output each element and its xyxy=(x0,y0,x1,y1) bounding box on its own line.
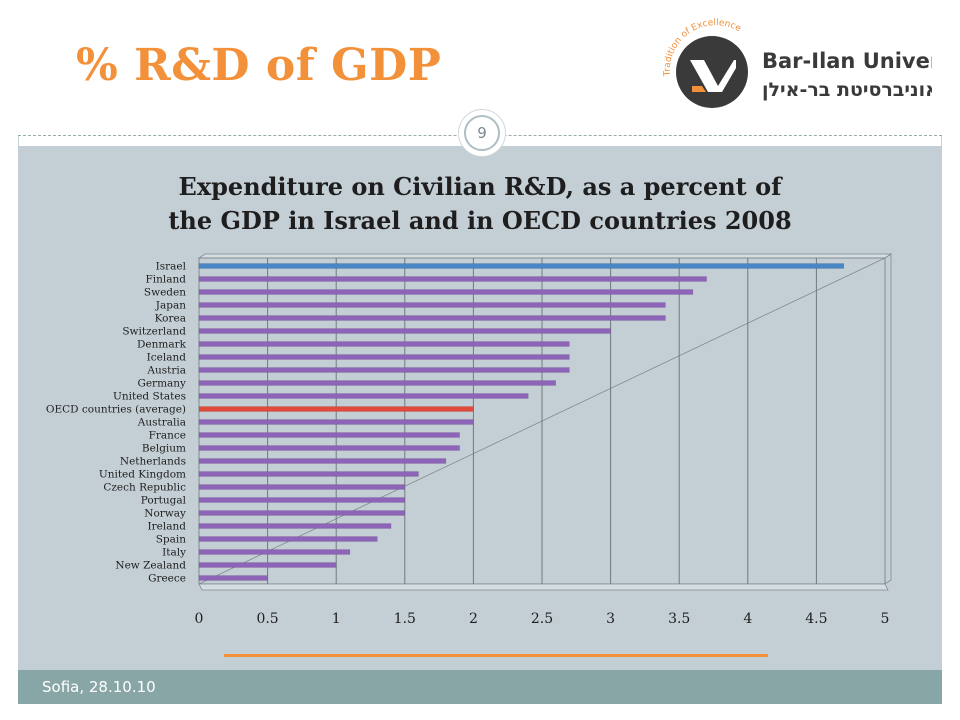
bar xyxy=(198,536,378,542)
slide-footer: Sofia, 28.10.10 xyxy=(18,670,942,704)
x-tick-label: 0 xyxy=(195,611,204,627)
category-label: Czech Republic xyxy=(103,482,186,494)
x-tick-label: 2.5 xyxy=(531,611,553,627)
category-label: Denmark xyxy=(137,339,187,351)
plot-floor xyxy=(198,583,889,591)
category-label: Spain xyxy=(156,534,187,546)
category-label: Sweden xyxy=(144,287,186,299)
category-label: OECD countries (average) xyxy=(46,404,186,416)
bar xyxy=(198,289,694,295)
chart-title-line-2: the GDP in Israel and in OECD countries … xyxy=(168,206,792,235)
bar xyxy=(198,549,351,555)
bar xyxy=(198,315,666,321)
category-label: Portugal xyxy=(141,495,187,507)
x-tick-label: 4.5 xyxy=(805,611,827,627)
x-tick-label: 5 xyxy=(881,611,890,627)
category-label: Italy xyxy=(162,547,186,559)
category-label: Australia xyxy=(137,417,186,429)
category-label: Greece xyxy=(148,573,186,585)
bar xyxy=(198,497,406,503)
category-label: Norway xyxy=(144,508,186,520)
bar xyxy=(198,510,406,516)
bar xyxy=(198,393,529,399)
logo-name-hebrew: אוניברסיטת בר-אילן xyxy=(762,79,932,101)
bar xyxy=(198,367,570,373)
category-label: Ireland xyxy=(148,521,187,533)
x-tick-label: 2 xyxy=(469,611,478,627)
x-tick-label: 1 xyxy=(332,611,341,627)
bar xyxy=(198,341,570,347)
category-label: United Kingdom xyxy=(99,469,186,481)
footer-text: Sofia, 28.10.10 xyxy=(42,678,156,696)
bar xyxy=(198,354,570,360)
category-label: Israel xyxy=(156,261,187,273)
bar xyxy=(198,432,460,438)
bar xyxy=(198,471,419,477)
bar xyxy=(198,276,707,282)
bar xyxy=(198,575,268,581)
bar xyxy=(198,263,845,269)
category-label: Korea xyxy=(155,313,186,325)
x-tick-label: 4 xyxy=(743,611,752,627)
bar-ilan-logo: Tradition of Excellence Bar-Ilan Univers… xyxy=(663,18,932,108)
category-label: Austria xyxy=(146,365,186,377)
chart-panel xyxy=(18,146,942,670)
category-label: Belgium xyxy=(142,443,186,455)
category-label: France xyxy=(149,430,186,442)
bar xyxy=(198,302,666,308)
bar xyxy=(198,406,474,412)
category-label: Netherlands xyxy=(120,456,186,468)
category-label: United States xyxy=(113,391,186,403)
bar xyxy=(198,328,611,334)
x-tick-label: 3.5 xyxy=(668,611,690,627)
bar xyxy=(198,419,474,425)
bar xyxy=(198,458,447,464)
page-number-badge: 9 xyxy=(458,109,506,157)
bar xyxy=(198,484,406,490)
accent-underline xyxy=(224,654,768,657)
x-tick-label: 3 xyxy=(606,611,615,627)
chart-title-line-1: Expenditure on Civilian R&D, as a percen… xyxy=(178,172,782,201)
bar xyxy=(198,445,460,451)
category-label: Japan xyxy=(155,300,186,312)
slide-title: % R&D of GDP xyxy=(76,40,442,91)
page-number: 9 xyxy=(464,115,500,151)
category-label: Germany xyxy=(137,378,186,390)
bar xyxy=(198,562,337,568)
plot-top-edge xyxy=(197,253,893,259)
logo-name: Bar-Ilan University xyxy=(762,49,932,73)
category-label: Switzerland xyxy=(122,326,186,338)
category-label: New Zealand xyxy=(115,560,186,572)
category-label: Iceland xyxy=(147,352,187,364)
category-label: Finland xyxy=(145,274,186,286)
x-tick-label: 1.5 xyxy=(394,611,416,627)
bar xyxy=(198,523,392,529)
bar xyxy=(198,380,556,386)
x-tick-label: 0.5 xyxy=(256,611,278,627)
